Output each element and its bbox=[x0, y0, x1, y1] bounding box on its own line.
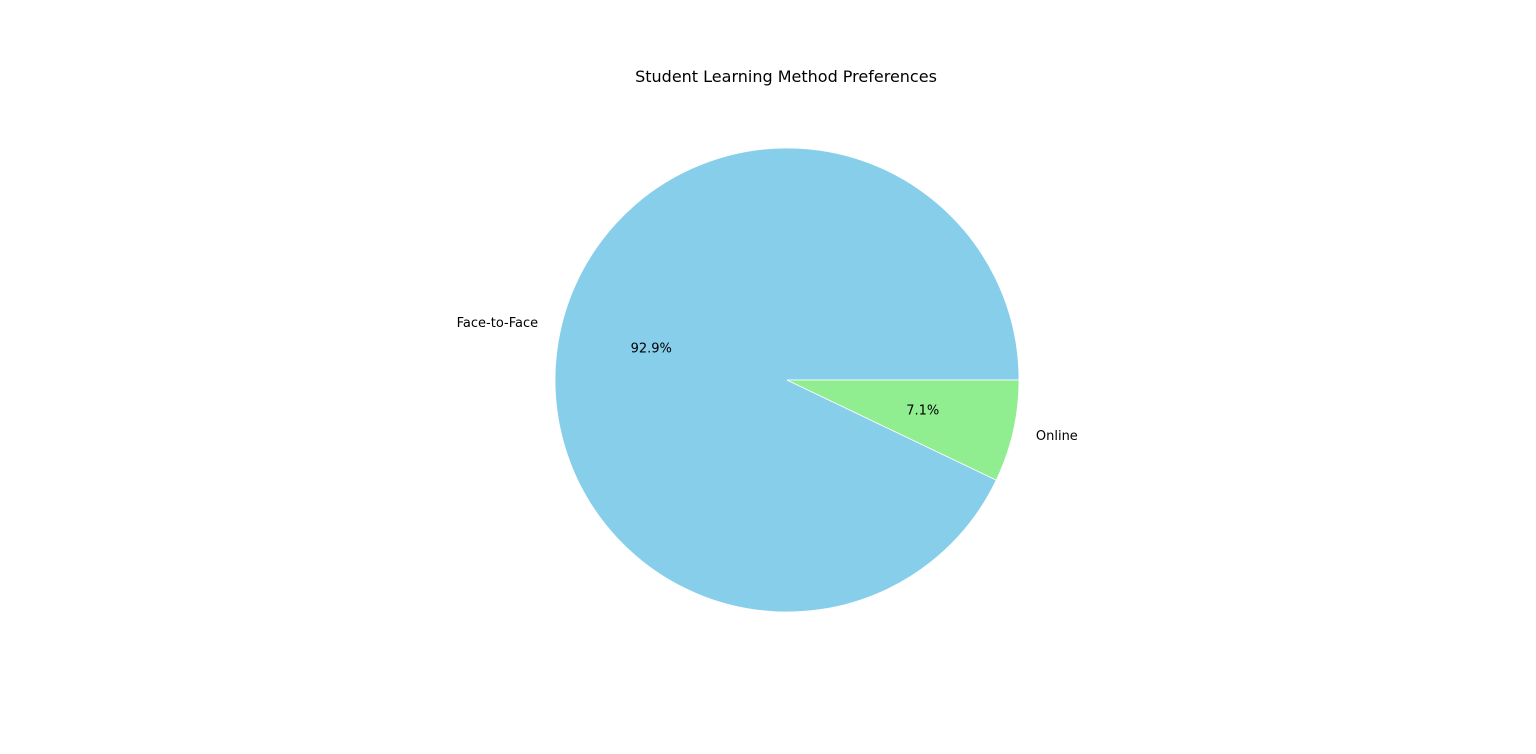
pie-labels: Face-to-Face 92.9% Online 7.1% bbox=[457, 316, 1078, 444]
pie-slice-online bbox=[786, 379, 1020, 481]
chart-title: Student Learning Method Preferences bbox=[635, 67, 937, 86]
slice-label-online: Online bbox=[1036, 429, 1078, 444]
slice-label-face-to-face: Face-to-Face bbox=[457, 316, 538, 331]
pie-slices bbox=[554, 147, 1020, 613]
percent-label-face-to-face: 92.9% bbox=[631, 342, 672, 357]
percent-label-online: 7.1% bbox=[906, 403, 939, 418]
